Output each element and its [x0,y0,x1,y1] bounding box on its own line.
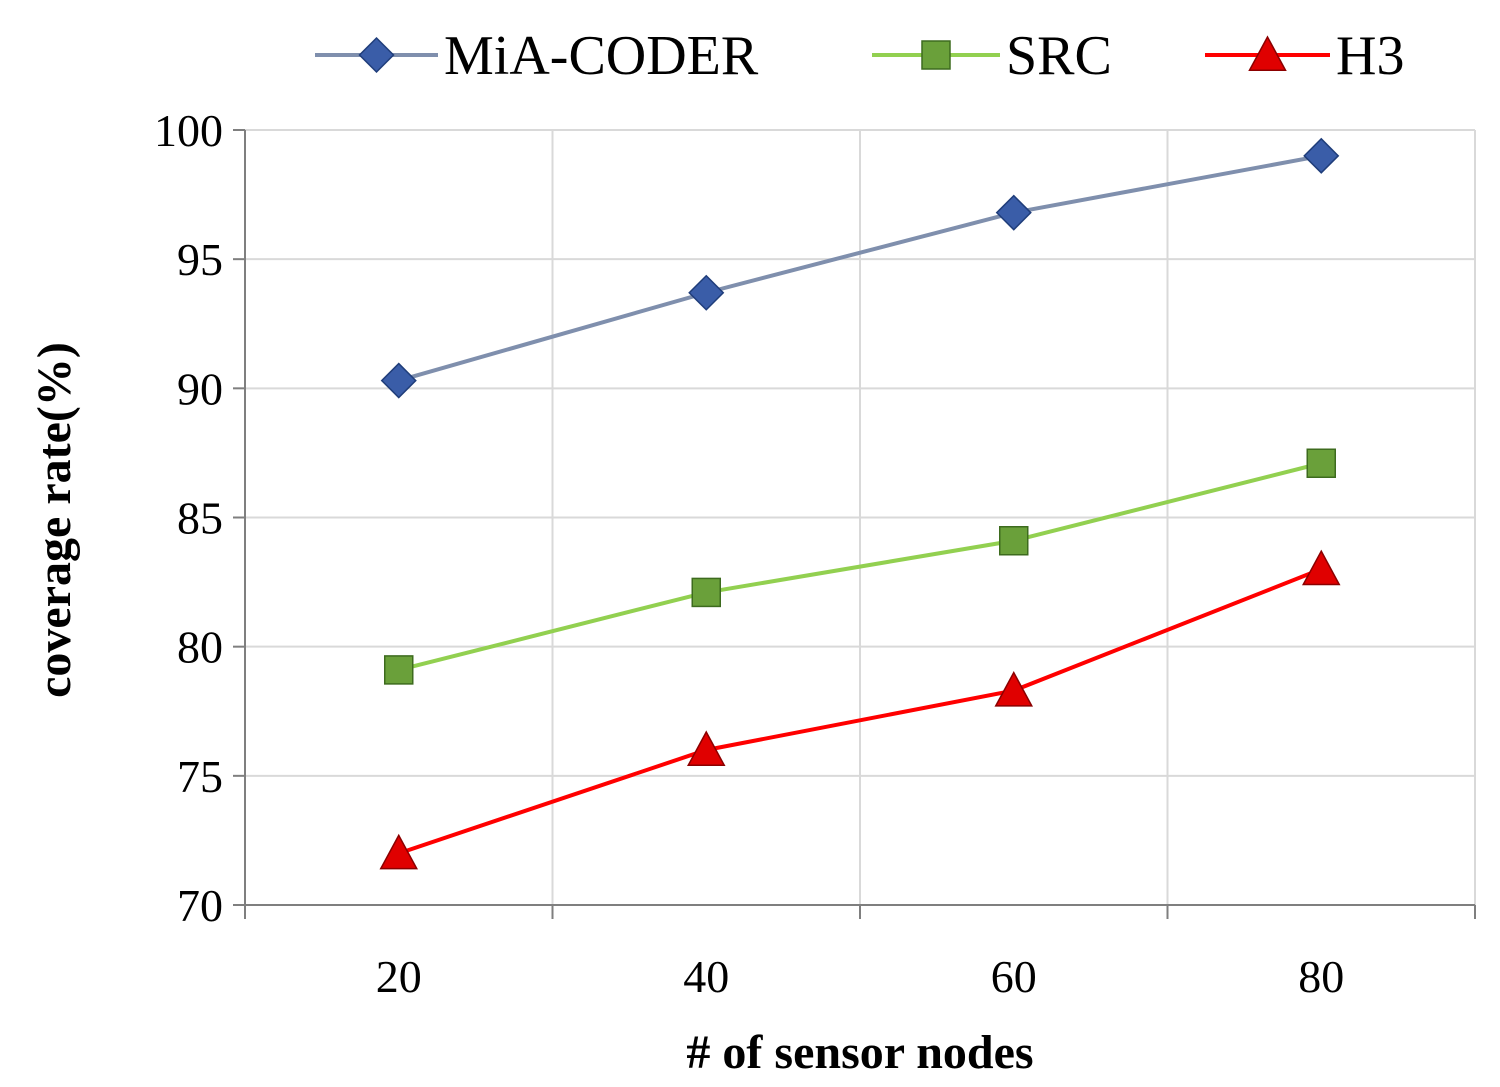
x-tick-label: 40 [683,951,729,1002]
grid [245,129,1476,905]
data-point-h3 [994,671,1034,707]
y-tick-label: 100 [154,105,223,156]
series-layer [379,137,1341,870]
y-tick-label: 95 [177,234,223,285]
data-point-src [1306,448,1336,478]
x-tick-label: 80 [1298,951,1344,1002]
data-point-mia-coder [380,362,417,399]
y-tick-label: 70 [177,880,223,931]
legend-label-h3: H3 [1336,25,1404,87]
data-point-mia-coder [995,194,1032,231]
x-tick-label: 60 [991,951,1037,1002]
legend-label-src: SRC [1006,25,1112,87]
legend-label-mia-coder: MiA-CODER [444,25,759,87]
data-point-src [999,526,1029,556]
y-tick-label: 85 [177,493,223,544]
x-tick-label: 20 [376,951,422,1002]
series-line-mia-coder [398,153,1322,383]
data-point-h3 [1301,549,1341,586]
data-point-h3 [686,730,726,767]
legend-marker-mia-coder [358,36,395,74]
series-line-h3 [398,567,1322,856]
axes: 70 75 80 85 90 95 100 20 40 60 80 [154,105,1476,1002]
x-axis-title: # of sensor nodes [686,1026,1033,1079]
y-tick-label: 80 [177,622,223,673]
y-axis-title: coverage rate(%) [28,342,81,698]
series-line-src [398,461,1322,672]
legend-marker-src [921,40,951,70]
legend: MiA-CODER SRC H3 [315,25,1404,87]
data-point-mia-coder [1303,137,1340,174]
y-tick-label: 90 [177,363,223,414]
y-tick-label: 75 [177,751,223,802]
data-point-mia-coder [688,274,725,311]
data-point-h3 [379,833,419,870]
data-point-src [384,655,414,685]
data-point-src [691,577,721,608]
legend-marker-h3 [1248,35,1287,72]
